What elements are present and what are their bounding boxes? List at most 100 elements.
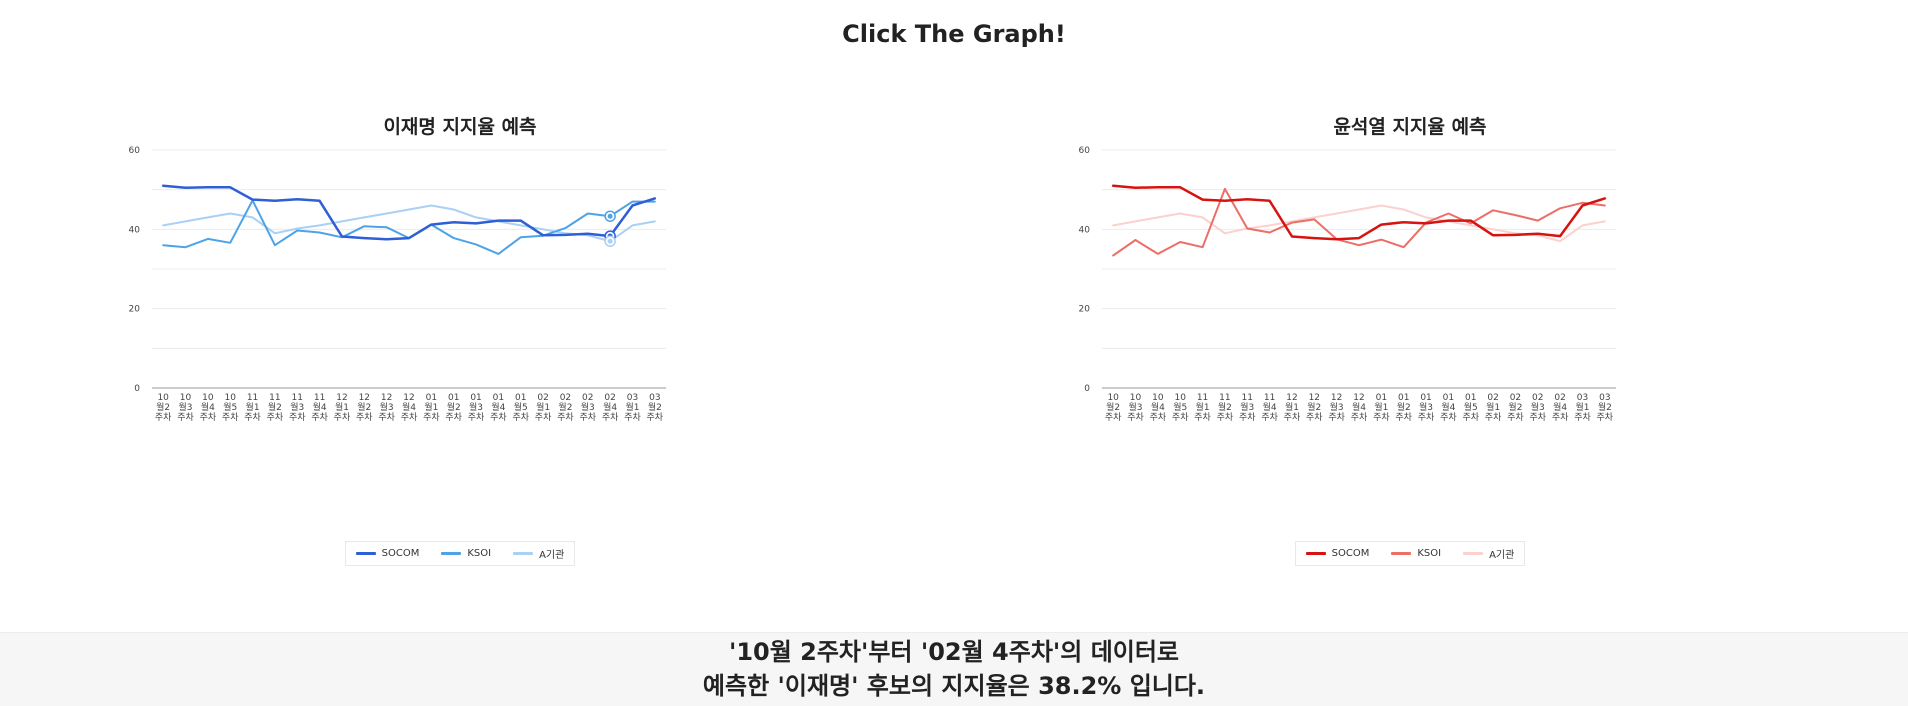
yoon-line-chart[interactable]: 020406010월2주차10월3주차10월4주차10월5주차11월1주차11월… — [1030, 100, 1790, 540]
x-tick-label: 01 — [426, 393, 437, 403]
x-tick-label: 월2 — [156, 401, 170, 413]
x-tick-label: 주차 — [1373, 411, 1390, 423]
legend-swatch — [513, 552, 534, 555]
x-tick-label: 월2 — [1598, 401, 1612, 413]
x-tick-label: 주차 — [1507, 411, 1524, 423]
x-tick-label: 월5 — [514, 401, 528, 413]
x-tick-label: 월5 — [223, 401, 237, 413]
x-tick-label: 주차 — [1261, 411, 1278, 423]
x-tick-label: 주차 — [1440, 411, 1457, 423]
x-tick-label: 주차 — [356, 411, 373, 423]
highlight-point[interactable] — [607, 213, 613, 219]
legend-item-SOCOM[interactable]: SOCOM — [355, 548, 419, 559]
lee-line-chart[interactable]: 020406010월2주차10월3주차10월4주차10월5주차11월1주차11월… — [80, 100, 840, 540]
x-tick-label: 월2 — [1218, 401, 1232, 413]
x-tick-label: 11 — [1242, 393, 1253, 403]
x-tick-label: 월1 — [424, 401, 438, 413]
legend-item-SOCOM[interactable]: SOCOM — [1305, 548, 1370, 559]
legend-item-KSOI[interactable]: KSOI — [441, 548, 491, 559]
x-tick-label: 주차 — [1328, 411, 1345, 423]
prediction-result-line-2: 예측한 '이재명' 후보의 지지율은 38.2% 입니다. — [702, 672, 1206, 700]
y-tick-label: 60 — [1079, 146, 1091, 156]
x-tick-label: 월2 — [1307, 401, 1321, 413]
x-tick-label: 월1 — [1486, 401, 1500, 413]
legend-swatch — [1463, 552, 1484, 555]
x-tick-label: 주차 — [1150, 411, 1167, 423]
x-tick-label: 주차 — [401, 411, 418, 423]
x-tick-label: 주차 — [580, 411, 597, 423]
lee-chart-panel[interactable]: 이재명 지지율 예측 0 20 40 60 10 월2 주차 10 월3 주차 10 월4 주차 10 월5… — [80, 100, 840, 570]
x-tick-label: 12 — [1331, 393, 1342, 403]
x-tick-label: 11 — [1219, 393, 1230, 403]
x-tick-label: 월2 — [357, 401, 371, 413]
prediction-result-line-1: '10월 2주차'부터 '02월 4주차'의 데이터로 — [728, 638, 1180, 666]
legend-swatch — [1391, 552, 1412, 555]
x-tick-label: 월3 — [1129, 401, 1143, 413]
x-tick-label: 주차 — [1194, 411, 1211, 423]
x-tick-label: 주차 — [1462, 411, 1479, 423]
x-tick-label: 01 — [470, 393, 481, 403]
x-tick-label: 10 — [202, 393, 214, 403]
legend-item-KSOI[interactable]: KSOI — [1391, 548, 1441, 559]
x-tick-label: 주차 — [1172, 411, 1189, 423]
x-tick-label: 12 — [403, 393, 414, 403]
x-tick-label: 주차 — [1351, 411, 1368, 423]
series-line-KSOI[interactable] — [162, 199, 656, 255]
x-tick-label: 11 — [247, 393, 258, 403]
x-tick-label: 10 — [180, 393, 192, 403]
x-tick-label: 01 — [1420, 393, 1431, 403]
x-tick-label: 주차 — [557, 411, 574, 423]
series-line-KSOI[interactable] — [1112, 187, 1606, 257]
x-tick-label: 월3 — [1419, 401, 1433, 413]
yoon-chart-panel[interactable]: 윤석열 지지율 예측 0 20 40 60 10 월2 주차 10 월3 주차 10 월4 주차 10 월5… — [1030, 100, 1790, 570]
x-tick-label: 02 — [604, 393, 615, 403]
x-tick-label: 주차 — [378, 411, 395, 423]
legend-item-A기관[interactable]: A기관 — [1463, 546, 1514, 561]
x-tick-label: 10 — [224, 393, 236, 403]
page-title: Click The Graph! — [842, 20, 1066, 48]
x-tick-label: 주차 — [1574, 411, 1591, 423]
x-tick-label: 10 — [1174, 393, 1186, 403]
series-line-A기관[interactable] — [1112, 204, 1606, 243]
x-tick-label: 주차 — [155, 411, 172, 423]
series-line-A기관[interactable] — [162, 204, 656, 243]
x-tick-label: 월2 — [1106, 401, 1120, 413]
x-tick-label: 월4 — [1553, 401, 1567, 413]
x-tick-label: 월5 — [1464, 401, 1478, 413]
x-tick-label: 월1 — [1575, 401, 1589, 413]
x-tick-label: 월2 — [648, 401, 662, 413]
series-line-SOCOM[interactable] — [1111, 184, 1607, 241]
x-tick-label: 주차 — [535, 411, 552, 423]
legend-item-A기관[interactable]: A기관 — [513, 546, 564, 561]
legend-label: A기관 — [1489, 550, 1515, 561]
x-tick-label: 월1 — [625, 401, 639, 413]
legend-label: SOCOM — [1331, 548, 1370, 559]
lee-chart-title: 이재명 지지율 예측 — [383, 116, 537, 138]
x-tick-label: 11 — [1197, 393, 1208, 403]
x-tick-label: 주차 — [1239, 411, 1256, 423]
y-tick-label: 40 — [1079, 225, 1091, 235]
x-tick-label: 월1 — [1285, 401, 1299, 413]
series-line-SOCOM[interactable] — [161, 184, 657, 241]
x-tick-label: 월1 — [246, 401, 260, 413]
highlight-point[interactable] — [607, 238, 613, 244]
x-tick-label: 월2 — [1397, 401, 1411, 413]
lee-chart-legend: SOCOM KSOI A기관 — [80, 540, 840, 566]
x-tick-label: 주차 — [1597, 411, 1614, 423]
x-tick-label: 01 — [1443, 393, 1454, 403]
x-tick-label: 월3 — [1531, 401, 1545, 413]
x-tick-label: 주차 — [468, 411, 485, 423]
x-tick-label: 월1 — [1374, 401, 1388, 413]
x-tick-label: 02 — [582, 393, 593, 403]
x-tick-label: 월1 — [335, 401, 349, 413]
x-tick-label: 02 — [1487, 393, 1498, 403]
x-tick-label: 주차 — [1418, 411, 1435, 423]
x-tick-label: 월4 — [201, 401, 215, 413]
legend-label: A기관 — [539, 550, 565, 561]
x-tick-label: 주차 — [423, 411, 440, 423]
x-tick-label: 주차 — [1217, 411, 1234, 423]
x-tick-label: 주차 — [244, 411, 261, 423]
x-tick-label: 주차 — [445, 411, 462, 423]
x-tick-label: 12 — [1353, 393, 1364, 403]
x-tick-label: 주차 — [624, 411, 641, 423]
